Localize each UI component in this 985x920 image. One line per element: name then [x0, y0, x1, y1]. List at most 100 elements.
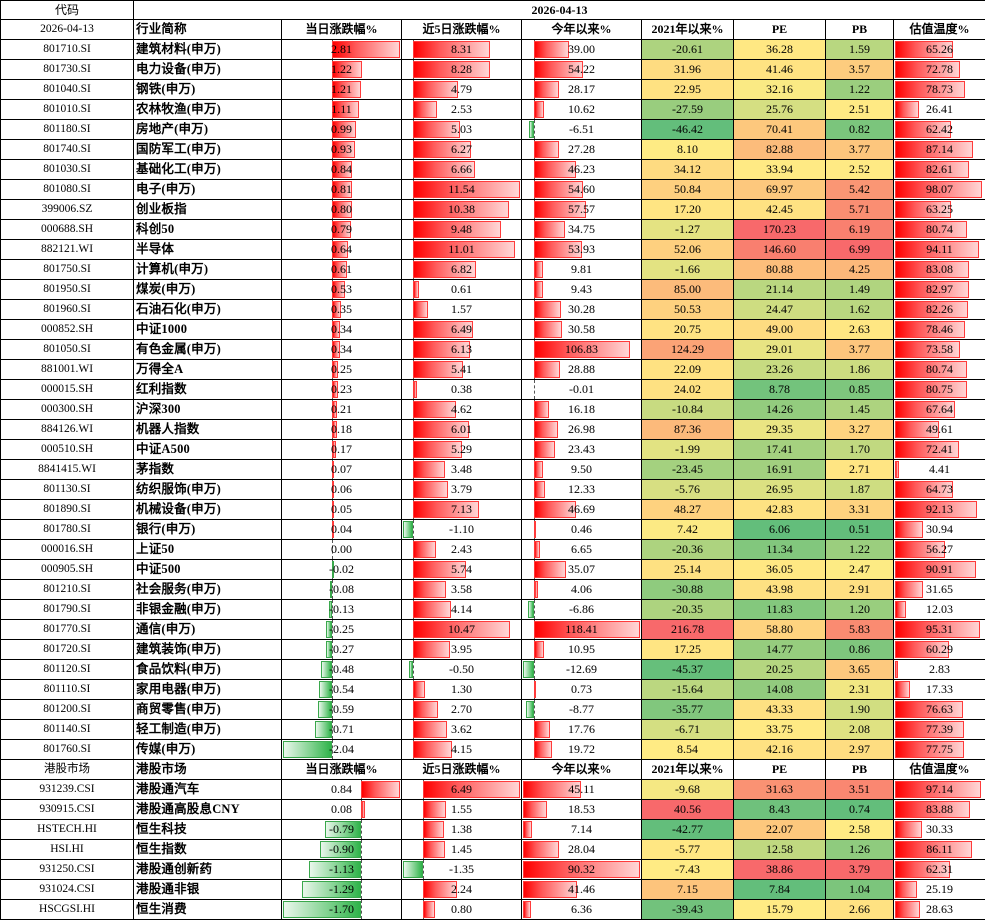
bar-cell: 10.47 [402, 620, 522, 640]
valuation-temperature-cell: 82.26 [894, 300, 985, 320]
bar-cell: 0.25 [282, 360, 402, 380]
pe-cell: 7.84 [734, 880, 826, 900]
bar-cell: 4.62 [402, 400, 522, 420]
positive-bar [534, 301, 561, 318]
cell-value: 86.11 [926, 842, 953, 856]
index-name: 半导体 [134, 240, 282, 260]
pe-cell: 14.77 [734, 640, 826, 660]
cell-value: 73.58 [926, 342, 953, 356]
pb-cell: 1.70 [826, 440, 894, 460]
cell-value: 17.76 [568, 722, 595, 736]
positive-bar [534, 581, 538, 598]
cell-value: 28.88 [568, 362, 595, 376]
bar-cell: 6.66 [402, 160, 522, 180]
cell-value: 80.74 [926, 362, 953, 376]
pe-cell: 12.58 [734, 840, 826, 860]
pb-cell: 0.85 [826, 380, 894, 400]
index-code: 000300.SH [1, 400, 134, 420]
bar-cell: 0.93 [282, 140, 402, 160]
bar-cell: 6.13 [402, 340, 522, 360]
positive-bar [534, 141, 558, 158]
negative-bar [528, 601, 534, 618]
zero-axis-line [534, 120, 535, 139]
valuation-temperature-cell: 95.31 [894, 620, 985, 640]
valuation-temperature-cell: 65.26 [894, 40, 985, 60]
column-header: 当日涨跌幅% [282, 760, 402, 780]
bar-cell: -1.35 [402, 860, 522, 880]
pb-cell: 1.22 [826, 80, 894, 100]
valuation-temperature-cell: 12.03 [894, 600, 985, 620]
cell-value: 7.13 [451, 502, 472, 516]
pe-cell: 41.46 [734, 60, 826, 80]
positive-bar [413, 541, 435, 558]
bar-cell: 0.84 [282, 160, 402, 180]
cell-value: -0.25 [329, 622, 354, 636]
cell-value: -0.02 [329, 562, 354, 576]
cell-value: 30.28 [568, 302, 595, 316]
bar-cell: -0.90 [282, 840, 402, 860]
valuation-temperature-cell: 90.91 [894, 560, 985, 580]
bar-cell: -12.69 [522, 660, 642, 680]
pe-cell: 14.26 [734, 400, 826, 420]
cell-value: 0.61 [331, 262, 352, 276]
return-since-2021-cell: 87.36 [642, 420, 734, 440]
positive-bar [413, 641, 450, 658]
cell-value: 6.13 [451, 342, 472, 356]
zero-axis-line [361, 860, 362, 879]
cell-value: 8.31 [451, 42, 472, 56]
index-name: 通信(申万) [134, 620, 282, 640]
pb-cell: 3.51 [826, 780, 894, 800]
bar-cell: 54.22 [522, 60, 642, 80]
bar-cell: 6.01 [402, 420, 522, 440]
zero-axis-line [534, 600, 535, 619]
return-since-2021-cell: 17.25 [642, 640, 734, 660]
bar-cell: 0.21 [282, 400, 402, 420]
cell-value: 0.53 [331, 282, 352, 296]
cell-value: 56.27 [926, 542, 953, 556]
index-code: 000905.SH [1, 560, 134, 580]
bar-cell: 90.32 [522, 860, 642, 880]
cell-value: 0.84 [331, 162, 352, 176]
valuation-temperature-cell: 17.33 [894, 680, 985, 700]
cell-value: 72.78 [926, 62, 953, 76]
valuation-temperature-cell: 63.25 [894, 200, 985, 220]
cell-value: 11.54 [448, 182, 475, 196]
return-since-2021-cell: -15.64 [642, 680, 734, 700]
bar-cell: 9.48 [402, 220, 522, 240]
cell-value: 12.03 [926, 602, 953, 616]
valuation-temperature-cell: 82.97 [894, 280, 985, 300]
bar-cell: 28.17 [522, 80, 642, 100]
cell-value: 64.73 [926, 482, 953, 496]
index-name: 煤炭(申万) [134, 280, 282, 300]
valuation-temperature-cell: 80.74 [894, 360, 985, 380]
bar-cell: -0.27 [282, 640, 402, 660]
valuation-temperature-cell: 77.39 [894, 720, 985, 740]
cell-value: 0.08 [331, 802, 352, 816]
bar-cell: 39.00 [522, 40, 642, 60]
index-code: 000015.SH [1, 380, 134, 400]
bar-cell: -1.10 [402, 520, 522, 540]
pb-cell: 1.22 [826, 540, 894, 560]
zero-axis-line [361, 880, 362, 899]
cell-value: 53.93 [568, 242, 595, 256]
cell-value: 46.23 [568, 162, 595, 176]
cell-value: 118.41 [565, 622, 598, 636]
pe-cell: 43.33 [734, 700, 826, 720]
pb-cell: 2.91 [826, 580, 894, 600]
cell-value: 77.75 [926, 742, 953, 756]
cell-value: -1.13 [329, 862, 354, 876]
bar-cell: 4.79 [402, 80, 522, 100]
index-name: 石油石化(申万) [134, 300, 282, 320]
bar-cell: 27.28 [522, 140, 642, 160]
bar-cell: 0.61 [402, 280, 522, 300]
positive-bar [534, 41, 569, 58]
valuation-temperature-cell: 78.73 [894, 80, 985, 100]
index-name: 非银金融(申万) [134, 600, 282, 620]
bar-cell: 2.24 [402, 880, 522, 900]
bar-cell: 1.45 [402, 840, 522, 860]
